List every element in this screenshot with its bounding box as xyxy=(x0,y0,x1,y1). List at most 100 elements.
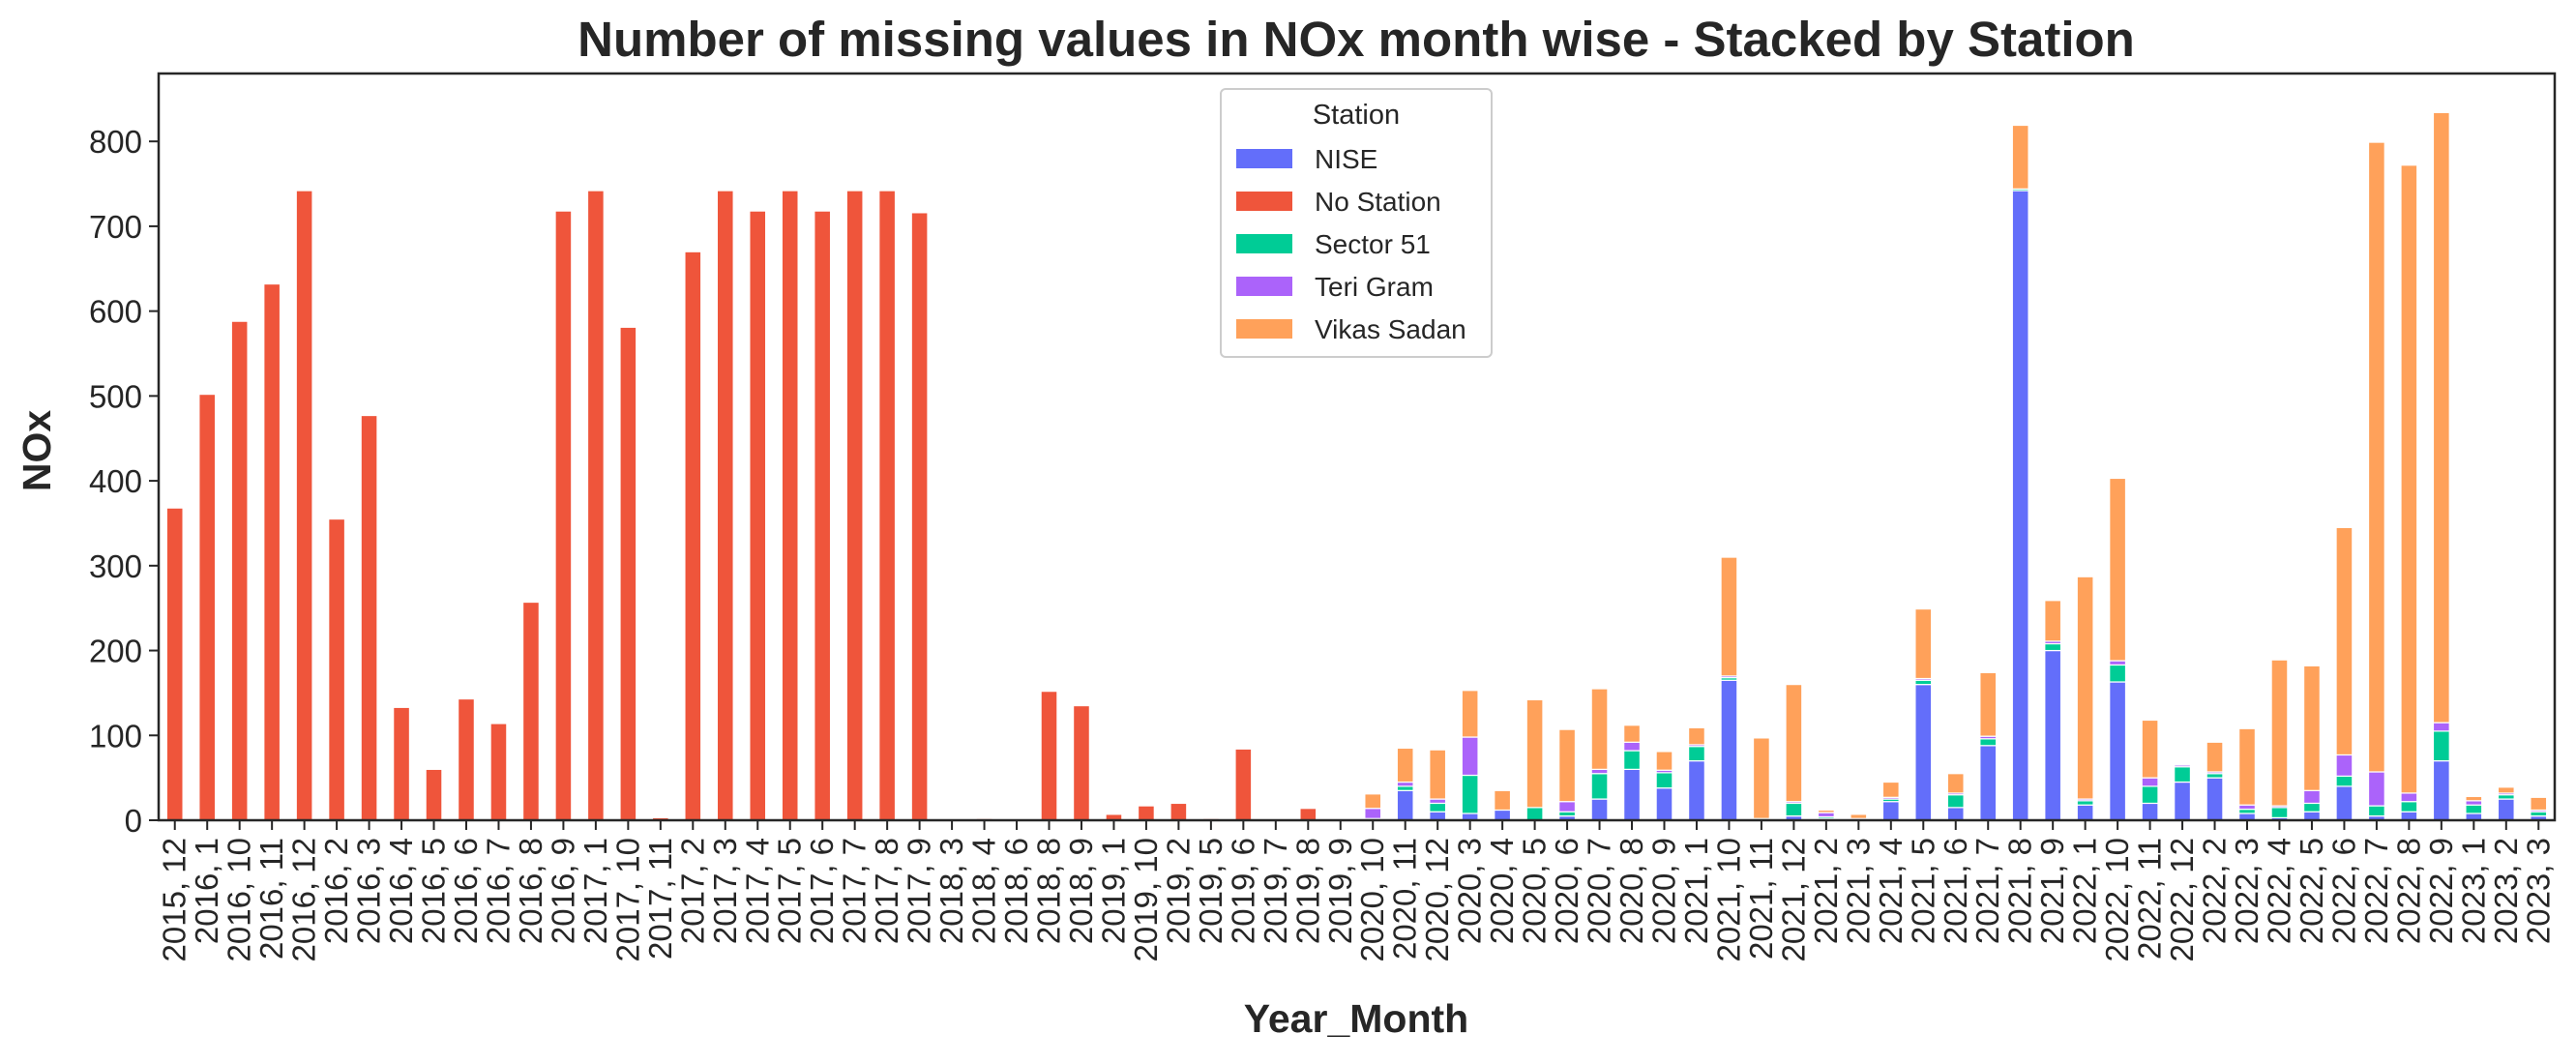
bar-segment xyxy=(2367,141,2385,773)
bar-segment xyxy=(1817,809,1835,813)
x-tick-label: 2020, 8 xyxy=(1614,838,1649,944)
bar-segment xyxy=(2011,190,2029,821)
bar-segment xyxy=(1655,787,1673,821)
bar-segment xyxy=(554,210,573,821)
bar-segment xyxy=(2400,792,2418,803)
bar-segment xyxy=(165,507,184,821)
bar-segment xyxy=(749,210,767,821)
bar-segment xyxy=(1655,751,1673,771)
bar-segment xyxy=(328,517,346,821)
bar-segment xyxy=(2238,808,2256,814)
x-tick-label: 2017, 9 xyxy=(902,838,937,944)
bar-segment xyxy=(2141,719,2159,779)
chart-title: Number of missing values in NOx month wi… xyxy=(577,12,2135,67)
bar-segment xyxy=(2367,771,2385,807)
x-tick-label: 2021, 11 xyxy=(1743,838,1779,960)
bar-segment xyxy=(2174,764,2192,768)
legend-title: Station xyxy=(1313,100,1400,131)
x-tick-label: 2021, 9 xyxy=(2034,838,2070,944)
bar-segment xyxy=(393,706,411,821)
bar-segment xyxy=(198,394,217,821)
bar-segment xyxy=(2432,759,2450,821)
bar-segment xyxy=(1687,746,1705,762)
x-tick-label: 2022, 3 xyxy=(2229,838,2265,944)
bar-segment xyxy=(1494,789,1512,812)
x-axis-label: Year_Month xyxy=(1244,996,1468,1041)
bar-segment xyxy=(781,190,799,821)
legend-label: Sector 51 xyxy=(1315,229,1431,259)
x-tick-label: 2021, 7 xyxy=(1969,838,2005,944)
bar-segment xyxy=(2497,794,2515,800)
x-tick-label: 2023, 3 xyxy=(2520,838,2556,944)
bar-segment xyxy=(2238,804,2256,811)
x-tick-label: 2022, 8 xyxy=(2390,838,2426,944)
x-tick-label: 2017, 4 xyxy=(739,838,775,944)
bar-segment xyxy=(1234,748,1253,821)
x-tick-label: 2016, 9 xyxy=(545,838,580,944)
x-tick-label: 2022, 9 xyxy=(2423,838,2459,944)
bar-segment xyxy=(1946,807,1965,821)
x-tick-label: 2021, 8 xyxy=(2002,838,2038,944)
bar-segment xyxy=(2109,477,2127,662)
bar-segment xyxy=(878,190,897,821)
legend-items: NISE No Station Sector 51 Teri Gram Vikas Sa… xyxy=(1236,144,1466,344)
x-tick-label: 2017, 6 xyxy=(804,838,840,944)
bar-segment xyxy=(2109,681,2127,821)
bar-segment xyxy=(458,697,475,821)
bar-segment xyxy=(910,212,929,821)
bar-segment xyxy=(1429,811,1447,821)
bar-segment xyxy=(2206,741,2224,773)
bar-segment xyxy=(2141,802,2159,821)
bar-segment xyxy=(2044,600,2062,642)
bar-segment xyxy=(425,768,443,821)
legend-swatch xyxy=(1236,234,1292,253)
bar-segment xyxy=(814,210,832,821)
x-tick-label: 2021, 10 xyxy=(1710,838,1746,961)
x-tick-label: 2019, 7 xyxy=(1258,838,1293,944)
x-tick-label: 2023, 2 xyxy=(2488,838,2524,944)
x-tick-label: 2017, 11 xyxy=(642,838,678,960)
bar-segment xyxy=(2141,777,2159,787)
bar-segment xyxy=(1558,811,1577,817)
bar-segment xyxy=(2109,664,2127,683)
bar-segment xyxy=(1364,808,1382,819)
x-tick-label: 2022, 6 xyxy=(2325,838,2361,944)
bar-segment xyxy=(1720,556,1738,677)
x-tick-label: 2023, 1 xyxy=(2455,838,2491,944)
x-tick-label: 2022, 7 xyxy=(2358,838,2394,944)
bars-layer xyxy=(165,111,2548,821)
bar-segment xyxy=(2497,786,2515,794)
x-tick-label: 2019, 2 xyxy=(1160,838,1196,944)
legend-label: NISE xyxy=(1315,144,1377,174)
bar-segment xyxy=(1494,809,1512,821)
bar-segment xyxy=(1623,750,1641,770)
bar-segment xyxy=(521,601,540,821)
x-tick-label: 2017, 10 xyxy=(609,838,645,961)
bar-segment xyxy=(1946,773,1965,794)
bar-segment xyxy=(1817,812,1835,818)
x-tick-label: 2018, 4 xyxy=(966,838,1002,944)
bar-segment xyxy=(1979,738,1998,747)
bar-segment xyxy=(2302,811,2321,821)
bar-segment xyxy=(1429,749,1447,800)
x-tick-label: 2022, 5 xyxy=(2294,838,2329,944)
bar-segment xyxy=(1914,684,1933,821)
x-tick-label: 2020, 7 xyxy=(1582,838,1617,944)
bar-segment xyxy=(2465,800,2483,806)
x-tick-label: 2016, 11 xyxy=(253,838,289,960)
x-tick-label: 2020, 10 xyxy=(1354,838,1390,961)
bar-segment xyxy=(2335,785,2354,821)
bar-segment xyxy=(2044,642,2062,652)
bar-segment xyxy=(1655,772,1673,789)
y-tick-label: 800 xyxy=(89,124,142,160)
bar-segment xyxy=(2238,727,2256,806)
x-tick-label: 2019, 5 xyxy=(1193,838,1229,944)
bar-segment xyxy=(2141,785,2159,805)
bar-segment xyxy=(1558,801,1577,813)
bar-segment xyxy=(2335,775,2354,787)
bar-segment xyxy=(1137,805,1155,821)
bar-segment xyxy=(1687,726,1705,746)
bar-segment xyxy=(1623,768,1641,821)
bar-segment xyxy=(1881,781,1900,798)
x-tick-label: 2016, 4 xyxy=(383,838,419,944)
